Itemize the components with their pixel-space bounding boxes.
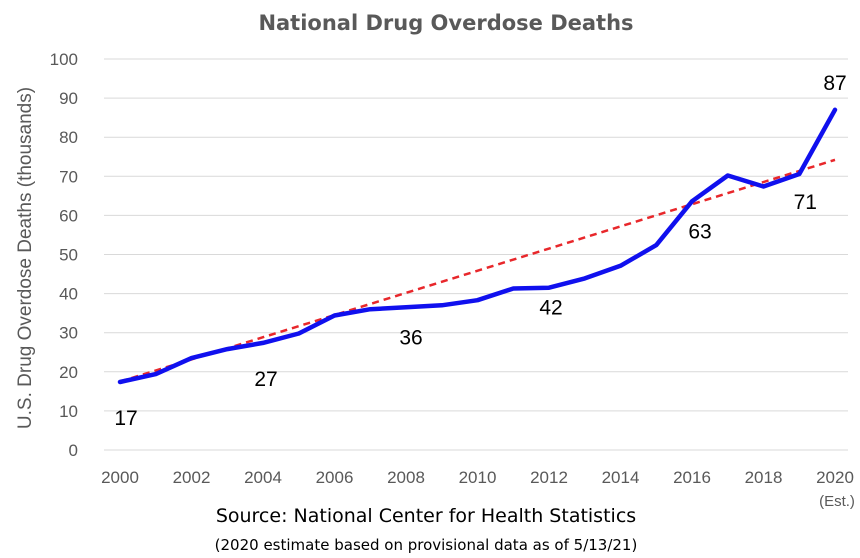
data-label-2012: 42 (539, 297, 562, 320)
y-axis-label: U.S. Drug Overdose Deaths (thousands) (15, 87, 36, 429)
x-tick-2018: 2018 (745, 468, 783, 487)
chart-title: National Drug Overdose Deaths (258, 11, 633, 35)
trend-line-group (119, 158, 836, 383)
data-label-2019: 71 (794, 191, 817, 214)
x-tick-2010: 2010 (459, 468, 497, 487)
data-label-2000: 17 (114, 407, 137, 430)
data-label-2016: 63 (688, 220, 711, 243)
source-caption: Source: National Center for Health Stati… (216, 505, 636, 527)
y-tick-50: 50 (59, 246, 78, 265)
y-tick-10: 10 (59, 402, 78, 421)
y-tick-60: 60 (59, 206, 78, 225)
series-line (117, 107, 838, 385)
x-tick-2020: 2020 (816, 468, 854, 487)
y-tick-100: 100 (50, 50, 78, 69)
y-tick-80: 80 (59, 128, 78, 147)
x-tick-2012: 2012 (530, 468, 568, 487)
x-tick-2014: 2014 (602, 468, 640, 487)
data-label-2020: 87 (823, 72, 846, 95)
series-line-group (117, 107, 838, 385)
x-tick-2002: 2002 (173, 468, 211, 487)
x-tick-2008: 2008 (387, 468, 425, 487)
y-tick-20: 20 (59, 363, 78, 382)
x-tick-2016: 2016 (673, 468, 711, 487)
y-tick-70: 70 (59, 167, 78, 186)
y-tick-0: 0 (69, 441, 78, 460)
y-tick-labels: 0 10 20 30 40 50 60 70 80 90 100 (50, 50, 78, 460)
x-tick-labels: 2000 2002 2004 2006 2008 2010 2012 2014 2016 2018… (101, 468, 854, 487)
y-tick-40: 40 (59, 285, 78, 304)
data-labels: 17 27 36 42 63 71 87 (114, 72, 846, 430)
gridlines (104, 58, 848, 451)
y-tick-90: 90 (59, 89, 78, 108)
x-tick-2004: 2004 (244, 468, 282, 487)
x-tick-note: (Est.) (819, 493, 855, 510)
x-tick-2006: 2006 (316, 468, 354, 487)
y-tick-30: 30 (59, 324, 78, 343)
data-label-2004: 27 (254, 368, 277, 391)
note-caption: (2020 estimate based on provisional data… (215, 536, 638, 554)
trend-line (119, 158, 836, 383)
x-tick-2000: 2000 (101, 468, 139, 487)
data-label-2008: 36 (399, 326, 422, 349)
